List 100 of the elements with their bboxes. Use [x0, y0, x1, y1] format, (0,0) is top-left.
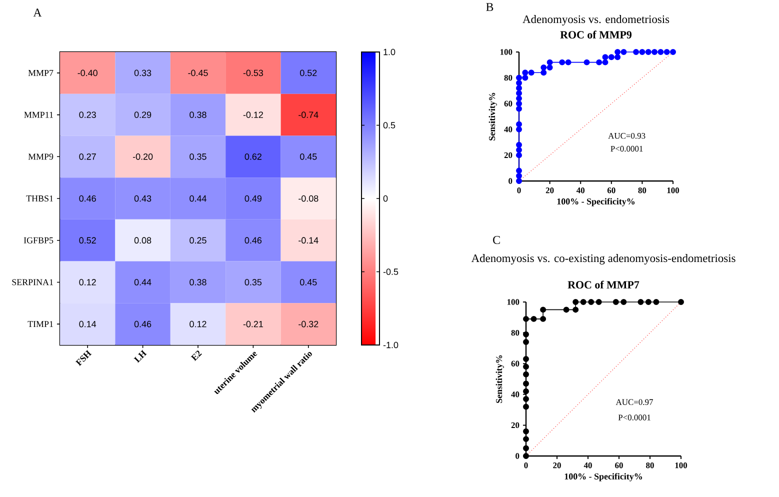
point	[565, 59, 572, 66]
point	[516, 147, 522, 154]
data-label: 0.23	[79, 112, 96, 118]
point	[645, 299, 652, 305]
data-label: 0.52	[300, 70, 317, 76]
x-tick-label: 40	[584, 462, 592, 468]
point	[638, 299, 644, 305]
point	[602, 59, 608, 66]
annotation: AUC=0.97	[616, 399, 653, 405]
point	[523, 331, 529, 338]
color-bar-label: 0.5	[383, 122, 396, 128]
x-axis-title: 100% - Specificity%	[557, 198, 635, 206]
data-label: -0.45	[188, 70, 208, 76]
y-tick-label: SERPINA1	[12, 279, 53, 286]
y-tick-label: 100	[507, 299, 520, 305]
y-tick-label: IGFBP5	[24, 237, 54, 244]
chart-subtitle: Adenomyosis vs. co-existing adenomyosis-endometriosis	[471, 254, 736, 264]
color-bar-label: -1.0	[383, 342, 398, 348]
point	[523, 356, 529, 362]
point	[523, 371, 529, 378]
data-label: 0.45	[300, 279, 317, 286]
data-label: 0.12	[79, 279, 96, 286]
annotation: AUC=0.93	[608, 132, 646, 139]
data-label: 0.46	[79, 195, 96, 202]
point	[584, 59, 590, 66]
data-label: 0.43	[134, 195, 152, 202]
data-label: -0.20	[132, 153, 153, 160]
y-axis-title: Sensitivity%	[488, 92, 497, 140]
data-label: 0.29	[134, 112, 152, 118]
point	[523, 436, 529, 442]
point	[516, 142, 522, 148]
color-bar-label: 0	[383, 195, 388, 202]
x-tick-label: 20	[553, 462, 561, 468]
y-tick-label: 20	[504, 152, 512, 158]
point	[602, 54, 608, 60]
y-tick-label: 20	[511, 422, 520, 428]
data-label: 0.46	[134, 320, 152, 328]
text: C	[493, 236, 500, 244]
data-label: -0.12	[243, 112, 263, 118]
point	[516, 172, 522, 179]
color-bar-label: 1.0	[384, 48, 396, 56]
text: A	[33, 8, 42, 17]
data-label: 0.33	[134, 70, 152, 76]
point	[559, 59, 566, 66]
point	[516, 152, 522, 158]
data-label: -0.08	[298, 195, 318, 202]
data-label: -0.74	[298, 112, 318, 118]
data-label: 0.35	[244, 279, 262, 286]
data-label: 0.46	[244, 237, 262, 244]
point	[516, 168, 522, 174]
data-label: -0.21	[243, 320, 263, 328]
point	[530, 316, 537, 322]
point	[620, 299, 627, 305]
color-bar-label: -0.5	[383, 268, 398, 275]
text: B	[486, 3, 494, 11]
data-label: -0.40	[78, 70, 98, 76]
point	[523, 453, 529, 459]
point	[516, 121, 522, 128]
y-tick-label: 80	[511, 330, 520, 336]
point	[670, 49, 676, 55]
data-label: 0.35	[190, 153, 206, 160]
point	[596, 299, 602, 305]
point	[523, 404, 529, 410]
point	[516, 126, 522, 132]
point	[522, 74, 528, 81]
point	[652, 49, 658, 55]
annotation: P<0.0001	[610, 146, 643, 152]
data-label: 0.44	[190, 195, 206, 202]
y-tick-label: MMP11	[24, 112, 53, 118]
point	[523, 380, 529, 387]
y-axis-title: Sensitivity%	[496, 355, 504, 403]
point	[516, 178, 522, 184]
x-tick-label: 0	[524, 462, 528, 468]
point	[580, 299, 586, 305]
point	[639, 49, 646, 55]
x-tick-label: 20	[546, 188, 554, 194]
point	[540, 70, 547, 76]
data-label: -0.53	[243, 70, 264, 76]
chart-subtitle: Adenomyosis vs. endometriosis	[522, 15, 670, 26]
x-axis-title: 100% - Specificity%	[564, 473, 642, 482]
point	[523, 428, 529, 434]
point	[572, 299, 579, 305]
point	[522, 70, 528, 76]
point	[620, 49, 627, 55]
y-tick-label: 0	[516, 453, 520, 459]
point	[653, 299, 660, 305]
point	[528, 70, 534, 76]
y-tick-label: MMP7	[28, 70, 54, 76]
y-tick-label: MMP9	[28, 154, 54, 160]
x-tick-label: E2	[190, 350, 202, 362]
point	[523, 396, 529, 402]
point	[572, 306, 579, 313]
x-tick-label: 60	[615, 462, 623, 468]
point	[540, 306, 546, 313]
point	[588, 299, 594, 305]
data-label: 0.52	[79, 237, 96, 244]
data-label: 0.27	[79, 153, 96, 160]
point	[516, 100, 522, 107]
x-tick-label: 80	[646, 462, 654, 468]
y-tick-label: 40	[511, 392, 520, 398]
